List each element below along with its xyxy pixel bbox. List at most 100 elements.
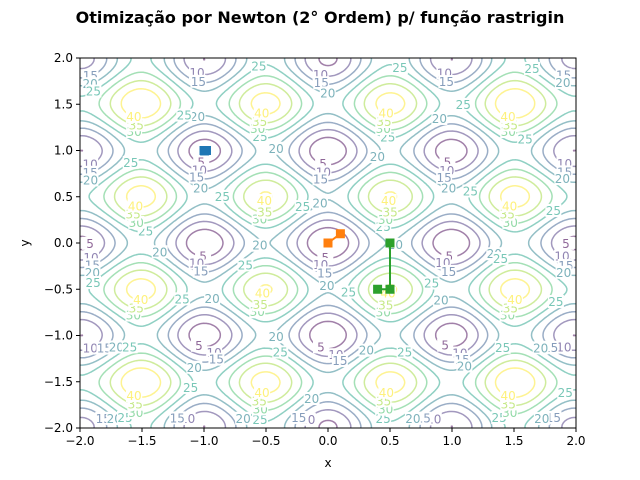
contour-label-gap [190,338,207,352]
y-tick-label: 1.5 [54,97,73,111]
contour-label-gap [108,340,125,354]
contour-label: 15 [170,411,185,425]
contour-label-gap [437,338,454,352]
contour-label-gap [501,199,518,213]
contour-label: 25 [86,85,101,99]
contour-label: 20 [441,182,456,196]
path-point [323,238,333,248]
path-series-3 [373,238,395,294]
contour-label: 20 [370,150,385,164]
contour-label-gap [382,205,399,219]
contour-label: 20 [204,292,219,306]
contour-label-gap [532,341,549,355]
contour-label: 25 [548,295,563,309]
contour-label: 5 [441,339,449,353]
contour-label: 25 [397,345,412,359]
path-series-2 [323,229,345,248]
contour-label-gap [404,411,421,425]
contour-label-gap [492,251,509,265]
contour-label: 20 [405,412,420,426]
contour-label: 20 [109,340,124,354]
contour-label-gap [524,61,541,75]
contour-label-gap [462,184,479,198]
contour-label: 25 [85,276,100,290]
x-tick-label: 0.0 [318,434,337,448]
contour-label-gap [256,205,273,219]
contour-label: 40 [254,386,269,400]
contour-label-gap [127,199,144,213]
contour-label-gap [440,181,457,195]
contour-label: 15 [191,75,206,89]
path-point [385,238,395,248]
contour-label: 40 [502,199,517,213]
contour-label-gap [272,345,289,359]
contour-label-gap [303,392,320,406]
contour-label: 20 [152,245,167,259]
contour-label-gap [253,106,270,120]
x-axis-ticks: −2.0 −1.5 −1.0 −0.5 0.0 0.5 1.0 1.5 2.0 [65,428,586,448]
contour-label-gap [506,293,523,307]
contour-label-gap [555,340,572,354]
contour-label: 25 [518,132,533,146]
contour-label: 10 [556,341,571,355]
y-tick-label: 0.5 [54,190,73,204]
contour-label: 20 [235,412,250,426]
contour-label-gap [254,385,271,399]
contour-label-gap [214,189,231,203]
contour-label-gap [85,84,102,98]
contour-label-gap [433,293,450,307]
contour-label-gap [358,343,375,357]
contour-label-gap [312,172,329,186]
x-tick-label: 2.0 [566,434,585,448]
contour-label: 40 [126,110,141,124]
contour-label-gap [294,200,311,214]
contour-label-gap [254,286,271,300]
contour-label: 40 [257,194,272,208]
contour-label-gap [189,109,206,123]
contour-label-gap [84,265,101,279]
contour-label: 40 [379,386,394,400]
contour-label: 40 [255,287,270,301]
contour-label-gap [186,360,203,374]
contour-label-gap [313,76,330,90]
contour-label-gap [340,285,357,299]
contour-label: 20 [556,266,571,280]
contour-label-gap [182,380,199,394]
contour-label-gap [431,111,448,125]
contour-label: 25 [122,340,137,354]
contour-label: 35 [257,206,272,220]
contour-label: 25 [238,258,253,272]
contour-label-gap [545,203,562,217]
contour-label-gap [192,264,209,278]
contour-label-gap [125,109,142,123]
contour-label-gap [121,340,138,354]
x-tick-label: 0.5 [380,434,399,448]
path-point [373,284,383,294]
contour-label-gap [316,266,333,280]
contour-label-gap [438,75,455,89]
contour-label: 20 [252,239,267,253]
contour-label-gap [377,298,394,312]
contour-label-gap [312,340,329,354]
contour-label-gap [122,155,139,169]
contour-label-gap [251,238,268,252]
contour-label: 15 [97,342,112,356]
contour-label: 40 [500,389,515,403]
contour-label: 40 [128,199,143,213]
contour-label: 15 [209,353,224,367]
y-tick-label: −1.0 [44,329,73,343]
contour-label-gap [318,279,335,293]
contour-label: 25 [495,341,510,355]
contour-label: 40 [500,110,515,124]
contour-label: 15 [439,75,454,89]
x-axis-label: x [324,456,331,470]
contour-label-gap [251,412,268,426]
path-point [335,229,345,239]
contour-label-gap [174,292,191,306]
contour-label: 20 [193,181,208,195]
contour-label-gap [176,108,193,122]
contour-label: 15 [193,265,208,279]
contour-label: 5 [86,237,94,251]
contour-label: 25 [183,381,198,395]
